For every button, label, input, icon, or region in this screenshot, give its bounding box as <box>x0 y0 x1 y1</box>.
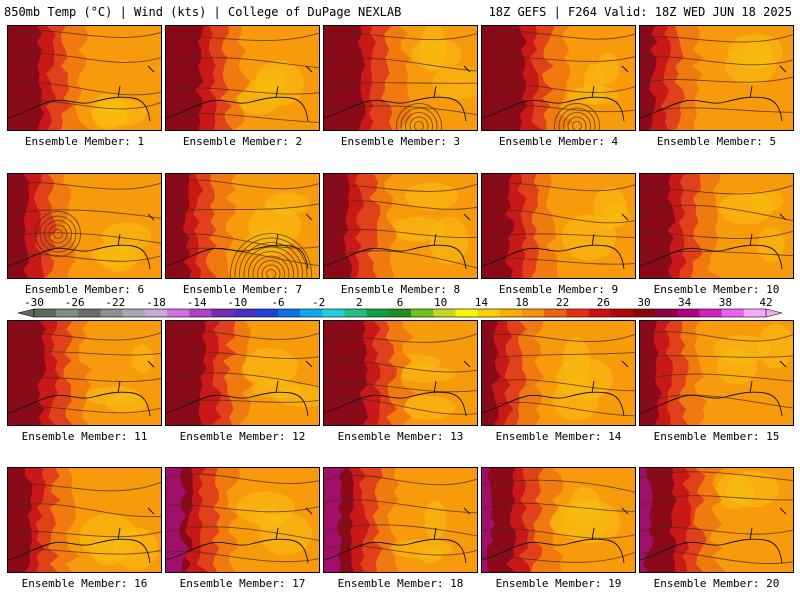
colorbar-swatch <box>433 309 456 317</box>
temperature-colorbar: -30 -26 -22 -18 -14 -10 -6 -2 2 6 10 14 18 22 26 30 34 38… <box>17 297 783 318</box>
colorbar-swatch <box>632 309 656 317</box>
map-title: 850mb Temp (°C) | Wind (kts) | College o… <box>4 5 402 19</box>
ensemble-member-map <box>7 467 162 573</box>
ensemble-member-map <box>7 173 162 279</box>
colorbar-tick-label: -30 <box>24 297 44 309</box>
colorbar-swatch <box>388 309 412 317</box>
ensemble-member-map <box>481 467 636 573</box>
ensemble-member-map <box>165 467 320 573</box>
ensemble-member-map <box>165 25 320 131</box>
ensemble-member-map <box>7 25 162 131</box>
member-label: Ensemble Member: 9 <box>498 283 619 296</box>
member-label: Ensemble Member: 10 <box>653 283 780 296</box>
colorbar-tick-label: 22 <box>556 297 569 309</box>
colorbar-swatch <box>122 309 146 317</box>
colorbar-swatch <box>255 309 279 317</box>
colorbar-swatch <box>233 309 257 317</box>
colorbar-tick-label: -22 <box>105 297 125 309</box>
colorbar-swatch <box>699 309 722 317</box>
ensemble-member-map <box>7 320 162 426</box>
member-label: Ensemble Member: 1 <box>24 135 145 148</box>
member-label: Ensemble Member: 15 <box>653 430 780 443</box>
ensemble-member-map <box>481 173 636 279</box>
ensemble-member-map <box>323 467 478 573</box>
colorbar-swatch <box>655 309 678 317</box>
ensemble-member-map <box>323 320 478 426</box>
colorbar-min-arrow <box>17 308 35 318</box>
colorbar-swatch <box>278 309 301 317</box>
colorbar-swatch <box>477 309 501 317</box>
member-label: Ensemble Member: 17 <box>179 577 306 590</box>
colorbar-tick-label: 34 <box>678 297 692 309</box>
colorbar-swatch <box>743 309 767 317</box>
colorbar-tick-label: 30 <box>637 297 650 309</box>
colorbar-max-arrow <box>765 308 783 318</box>
colorbar-swatch <box>411 309 434 317</box>
member-label: Ensemble Member: 12 <box>179 430 306 443</box>
colorbar-tick-label: -18 <box>146 297 166 309</box>
member-label: Ensemble Member: 19 <box>495 577 622 590</box>
colorbar-tick-label: -14 <box>187 297 207 309</box>
colorbar-tick-label: 6 <box>397 297 404 309</box>
colorbar-tick-label: -10 <box>227 297 247 309</box>
colorbar-tick-label: -26 <box>65 297 85 309</box>
member-label: Ensemble Member: 13 <box>337 430 464 443</box>
ensemble-member-map <box>323 173 478 279</box>
colorbar-swatch <box>455 309 478 317</box>
colorbar-swatch <box>56 309 79 317</box>
colorbar-swatch <box>610 309 634 317</box>
ensemble-member-map <box>165 320 320 426</box>
ensemble-member-map <box>639 25 794 131</box>
member-label: Ensemble Member: 11 <box>21 430 148 443</box>
colorbar-tick-label: 38 <box>719 297 732 309</box>
member-label: Ensemble Member: 5 <box>656 135 777 148</box>
member-label: Ensemble Member: 16 <box>21 577 148 590</box>
colorbar-swatch <box>499 309 523 317</box>
member-label: Ensemble Member: 6 <box>24 283 145 296</box>
colorbar-swatch <box>167 309 190 317</box>
ensemble-member-map <box>165 173 320 279</box>
colorbar-swatch <box>144 309 168 317</box>
colorbar-tick-label: 26 <box>597 297 610 309</box>
member-label: Ensemble Member: 14 <box>495 430 622 443</box>
colorbar-swatch <box>322 309 345 317</box>
colorbar-swatch <box>189 309 212 317</box>
colorbar-tick-label: 18 <box>515 297 528 309</box>
colorbar-swatch <box>544 309 567 317</box>
ensemble-member-map <box>481 25 636 131</box>
member-label: Ensemble Member: 2 <box>182 135 303 148</box>
ensemble-member-map <box>481 320 636 426</box>
colorbar-swatch <box>344 309 368 317</box>
colorbar-swatch <box>677 309 700 317</box>
colorbar-swatch <box>566 309 589 317</box>
colorbar-tick-label: 14 <box>475 297 489 309</box>
colorbar-swatch <box>366 309 390 317</box>
ensemble-member-map <box>323 25 478 131</box>
colorbar-tick-label: -2 <box>312 297 325 309</box>
colorbar-swatch <box>300 309 323 317</box>
member-label: Ensemble Member: 4 <box>498 135 619 148</box>
member-label: Ensemble Member: 3 <box>340 135 461 148</box>
colorbar-swatch <box>211 309 234 317</box>
ensemble-member-map <box>639 320 794 426</box>
ensemble-member-map <box>639 173 794 279</box>
ensemble-member-map <box>639 467 794 573</box>
colorbar-swatch <box>78 309 101 317</box>
colorbar-swatch <box>522 309 545 317</box>
member-label: Ensemble Member: 8 <box>340 283 461 296</box>
colorbar-tick-label: 2 <box>356 297 363 309</box>
colorbar-tick-label: -6 <box>271 297 284 309</box>
colorbar-tick-label: 10 <box>434 297 447 309</box>
member-label: Ensemble Member: 20 <box>653 577 780 590</box>
colorbar-swatch <box>34 309 57 317</box>
colorbar-swatch <box>588 309 612 317</box>
member-label: Ensemble Member: 18 <box>337 577 464 590</box>
run-valid-time: 18Z GEFS | F264 Valid: 18Z WED JUN 18 20… <box>488 5 792 19</box>
member-label: Ensemble Member: 7 <box>182 283 303 296</box>
colorbar-tick-label: 42 <box>759 297 772 309</box>
colorbar-swatch <box>100 309 124 317</box>
colorbar-swatch <box>721 309 745 317</box>
